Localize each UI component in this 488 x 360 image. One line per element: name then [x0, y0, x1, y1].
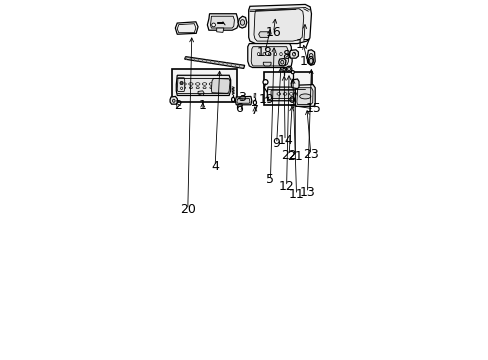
Polygon shape — [235, 96, 251, 105]
Polygon shape — [306, 50, 315, 65]
Ellipse shape — [209, 83, 213, 85]
Text: 14: 14 — [277, 134, 292, 147]
Polygon shape — [184, 57, 244, 68]
Polygon shape — [176, 75, 230, 95]
Polygon shape — [258, 32, 269, 37]
Ellipse shape — [196, 87, 199, 89]
Ellipse shape — [308, 58, 312, 63]
Ellipse shape — [180, 87, 182, 90]
Polygon shape — [263, 62, 270, 66]
Bar — [264, 72, 312, 105]
Text: 20: 20 — [180, 203, 195, 216]
Polygon shape — [251, 47, 288, 66]
Polygon shape — [278, 58, 285, 66]
Ellipse shape — [182, 87, 185, 89]
Text: 1: 1 — [198, 99, 206, 112]
Polygon shape — [216, 28, 224, 32]
Ellipse shape — [195, 83, 200, 85]
Polygon shape — [177, 78, 184, 91]
Ellipse shape — [240, 20, 244, 25]
Ellipse shape — [223, 87, 226, 89]
Text: 12: 12 — [278, 180, 294, 193]
Ellipse shape — [172, 99, 175, 102]
Text: 16: 16 — [265, 26, 281, 39]
Text: 17: 17 — [295, 38, 311, 51]
Text: 23: 23 — [303, 148, 318, 161]
Text: 10: 10 — [299, 55, 315, 68]
Polygon shape — [175, 22, 198, 34]
Polygon shape — [295, 85, 315, 106]
Ellipse shape — [257, 53, 259, 56]
Text: 2: 2 — [174, 99, 182, 112]
Polygon shape — [270, 90, 300, 99]
Ellipse shape — [280, 60, 283, 64]
Ellipse shape — [290, 98, 293, 101]
Ellipse shape — [182, 83, 186, 85]
Text: 3: 3 — [237, 91, 245, 104]
Ellipse shape — [188, 83, 193, 85]
Text: 21: 21 — [287, 150, 303, 163]
Ellipse shape — [253, 100, 256, 105]
Ellipse shape — [289, 97, 294, 102]
Ellipse shape — [283, 93, 286, 95]
Polygon shape — [210, 16, 234, 28]
Polygon shape — [296, 88, 312, 104]
Polygon shape — [253, 9, 303, 41]
Bar — [171, 69, 236, 102]
Text: 6: 6 — [235, 102, 243, 115]
Ellipse shape — [274, 53, 276, 56]
Ellipse shape — [289, 93, 292, 95]
Polygon shape — [170, 96, 178, 104]
Text: 15: 15 — [305, 102, 321, 115]
Ellipse shape — [202, 83, 206, 85]
Ellipse shape — [216, 87, 219, 89]
Ellipse shape — [231, 97, 234, 102]
Ellipse shape — [211, 23, 215, 27]
Text: 9: 9 — [272, 137, 280, 150]
Ellipse shape — [223, 83, 227, 85]
Ellipse shape — [203, 87, 206, 89]
Ellipse shape — [180, 81, 183, 85]
Text: 7: 7 — [250, 104, 258, 117]
Text: 19: 19 — [258, 93, 273, 106]
Text: 4: 4 — [211, 160, 219, 173]
Polygon shape — [207, 14, 238, 30]
Ellipse shape — [216, 83, 220, 85]
Polygon shape — [211, 78, 229, 93]
Ellipse shape — [282, 68, 285, 71]
Ellipse shape — [285, 66, 291, 72]
Text: 13: 13 — [299, 186, 315, 199]
Ellipse shape — [299, 94, 310, 99]
Polygon shape — [177, 24, 196, 33]
Polygon shape — [198, 91, 204, 95]
Ellipse shape — [189, 87, 192, 89]
Polygon shape — [236, 99, 249, 103]
Text: 8: 8 — [282, 49, 290, 62]
Ellipse shape — [209, 87, 212, 89]
Ellipse shape — [263, 80, 267, 85]
Ellipse shape — [279, 53, 282, 56]
Ellipse shape — [263, 53, 265, 56]
Ellipse shape — [308, 54, 312, 58]
Ellipse shape — [291, 71, 294, 74]
Text: 18: 18 — [256, 46, 272, 59]
Ellipse shape — [276, 93, 280, 95]
Polygon shape — [267, 87, 307, 101]
Ellipse shape — [268, 53, 270, 56]
Text: 11: 11 — [288, 188, 304, 201]
Text: 5: 5 — [266, 174, 274, 186]
Polygon shape — [291, 79, 299, 89]
Polygon shape — [238, 16, 246, 28]
Polygon shape — [247, 44, 292, 68]
Polygon shape — [289, 50, 298, 58]
Text: 22: 22 — [281, 149, 296, 162]
Ellipse shape — [287, 68, 290, 71]
Ellipse shape — [292, 52, 295, 56]
Polygon shape — [248, 4, 311, 44]
